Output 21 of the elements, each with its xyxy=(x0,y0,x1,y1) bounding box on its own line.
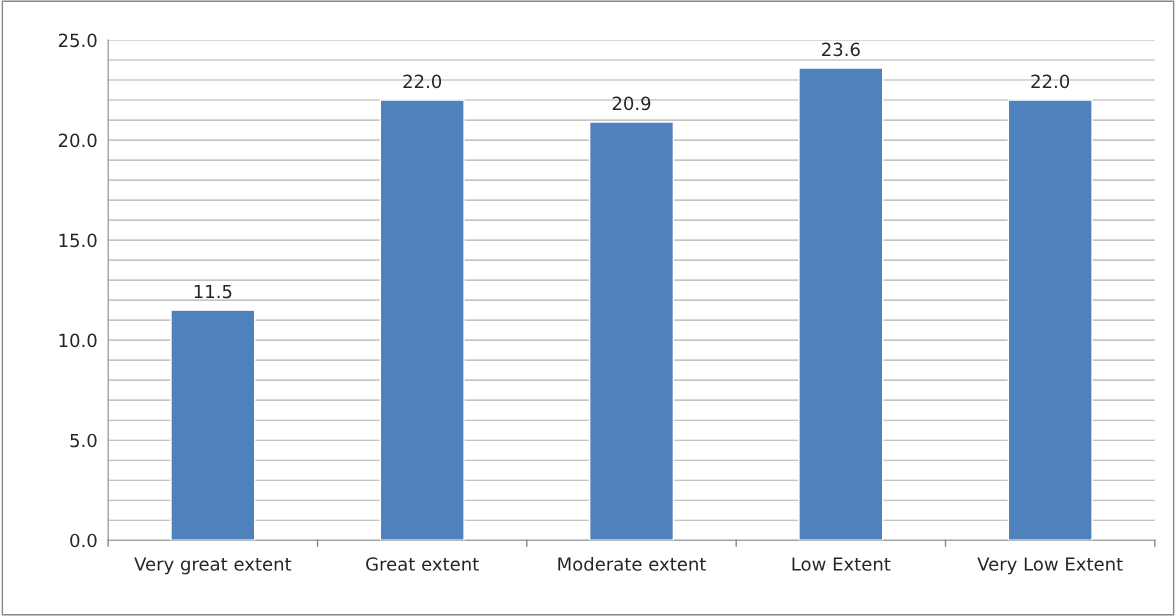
bar xyxy=(798,67,884,541)
x-tick-label: Great extent xyxy=(366,557,479,571)
bar xyxy=(379,99,465,541)
y-tick-label: 10.0 xyxy=(59,333,97,348)
x-tick-label: Very great extent xyxy=(134,557,292,575)
data-label: 22.0 xyxy=(403,74,442,89)
x-tick-label: Very Low Extent xyxy=(977,557,1123,575)
bar xyxy=(170,309,256,541)
data-label: 23.6 xyxy=(822,42,860,57)
y-tick-label: 25.0 xyxy=(58,33,97,48)
y-tick-label: 5.0 xyxy=(70,433,97,448)
bar xyxy=(1007,99,1093,541)
x-tick-label: Low Extent xyxy=(792,557,891,571)
bar xyxy=(588,121,675,541)
y-tick-label: 20.0 xyxy=(58,133,97,148)
y-tick-label: 0.0 xyxy=(70,533,97,548)
x-tick-label: Moderate extent xyxy=(558,556,706,571)
y-tick-label: 15.0 xyxy=(59,233,97,248)
data-label: 20.9 xyxy=(612,96,651,111)
data-label: 11.5 xyxy=(194,284,232,299)
data-label: 22.0 xyxy=(1031,74,1070,89)
